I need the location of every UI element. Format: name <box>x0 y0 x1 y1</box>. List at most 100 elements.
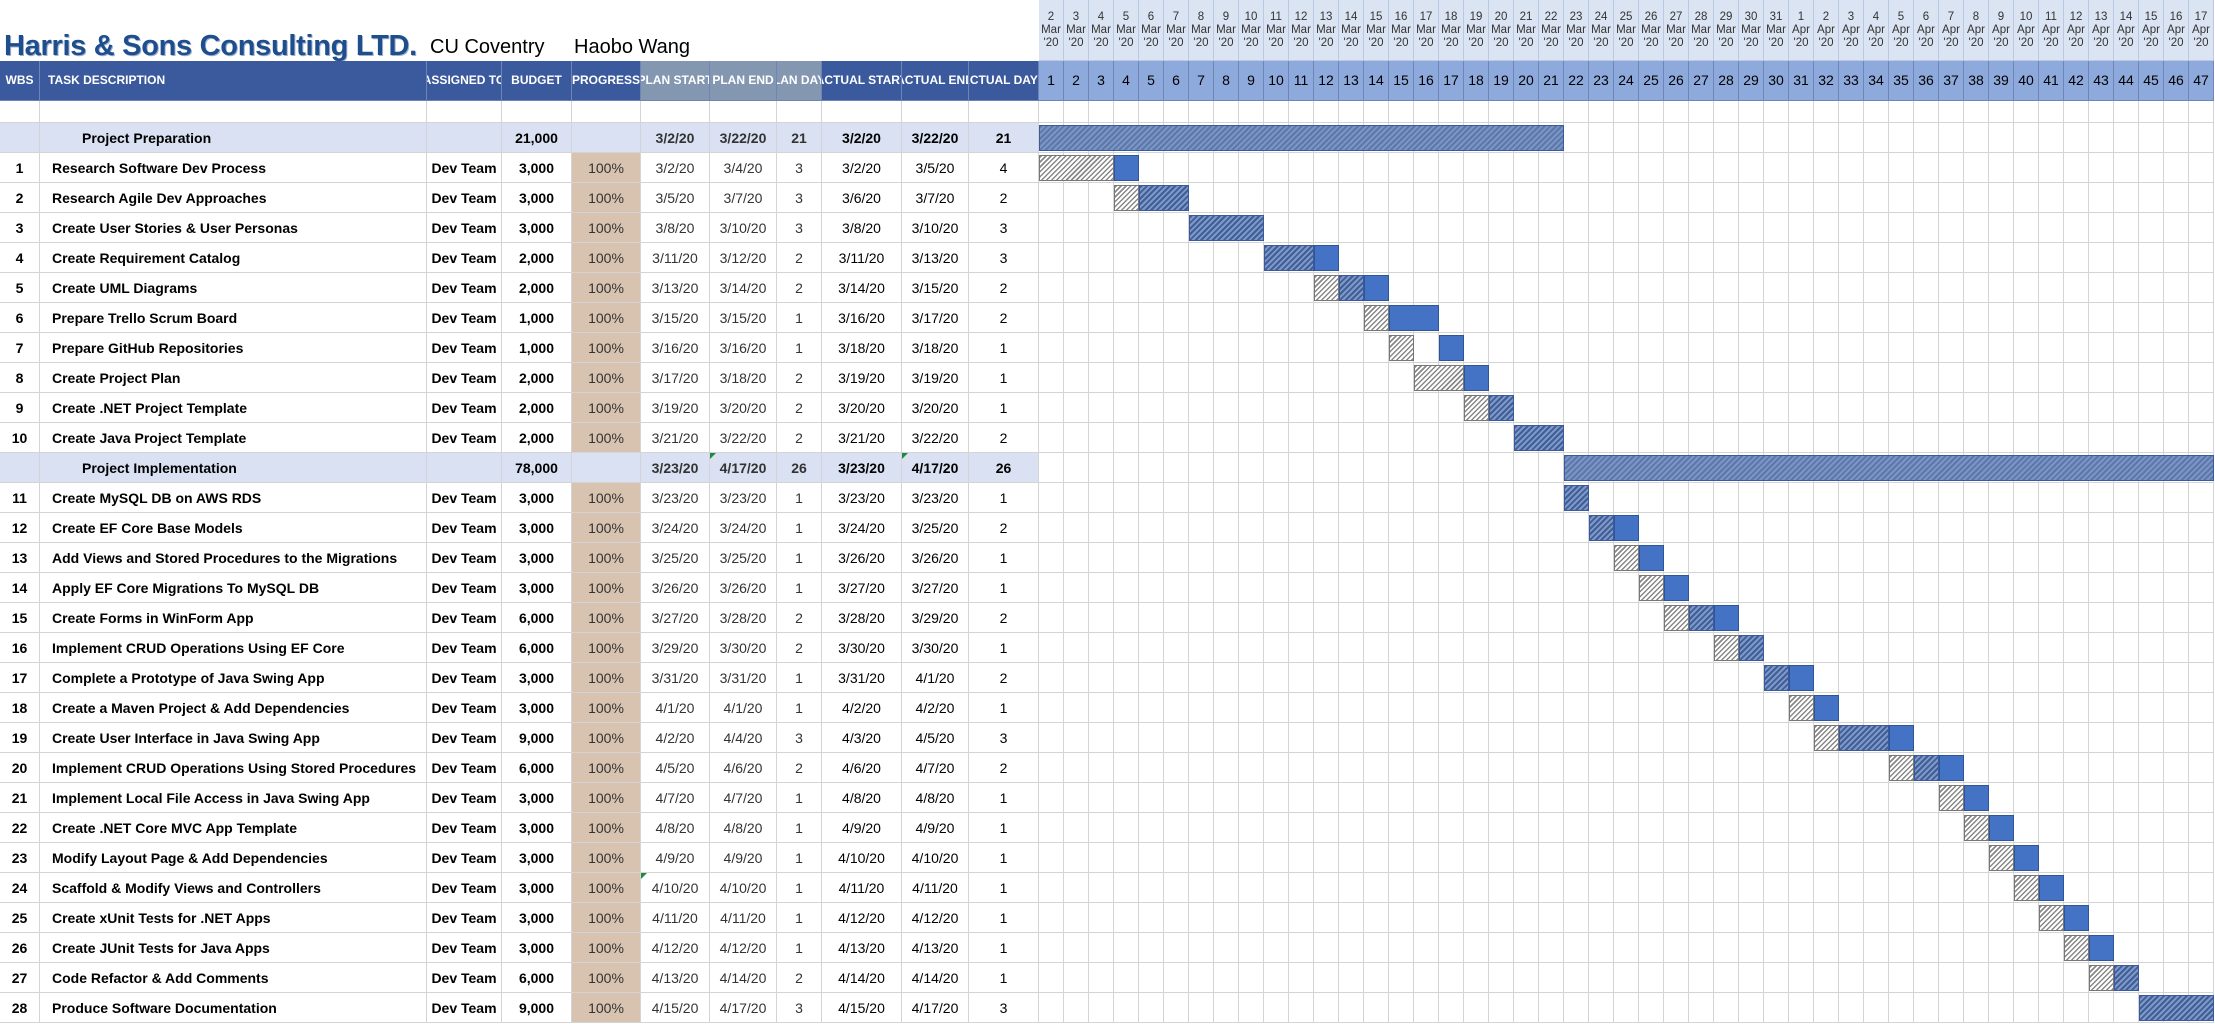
budget-cell[interactable]: 6,000 <box>502 963 572 993</box>
budget-cell[interactable]: 21,000 <box>502 123 572 153</box>
assigned-cell[interactable]: Dev Team <box>427 603 502 633</box>
plan-days-cell[interactable]: 3 <box>777 153 822 183</box>
assigned-cell[interactable]: Dev Team <box>427 813 502 843</box>
budget-cell[interactable]: 3,000 <box>502 933 572 963</box>
plan-days-cell[interactable]: 1 <box>777 933 822 963</box>
plan-days-cell[interactable]: 1 <box>777 303 822 333</box>
actual-start-cell[interactable]: 4/2/20 <box>822 693 902 723</box>
plan-start-cell[interactable]: 4/11/20 <box>641 903 710 933</box>
plan-end-cell[interactable]: 4/9/20 <box>710 843 777 873</box>
plan-days-cell[interactable]: 2 <box>777 393 822 423</box>
assigned-cell[interactable]: Dev Team <box>427 273 502 303</box>
actual-start-cell[interactable]: 3/23/20 <box>822 453 902 483</box>
plan-start-cell[interactable]: 4/12/20 <box>641 933 710 963</box>
assigned-cell[interactable]: Dev Team <box>427 303 502 333</box>
plan-start-cell[interactable]: 4/2/20 <box>641 723 710 753</box>
actual-end-cell[interactable]: 3/7/20 <box>902 183 969 213</box>
actual-days-cell[interactable]: 1 <box>969 933 1039 963</box>
actual-end-cell[interactable]: 3/23/20 <box>902 483 969 513</box>
progress-cell[interactable]: 100% <box>572 843 641 873</box>
actual-end-cell[interactable]: 4/14/20 <box>902 963 969 993</box>
actual-start-cell[interactable]: 4/12/20 <box>822 903 902 933</box>
assigned-cell[interactable] <box>427 123 502 153</box>
task-cell[interactable]: Code Refactor & Add Comments <box>40 963 427 993</box>
task-cell[interactable]: Implement Local File Access in Java Swin… <box>40 783 427 813</box>
assigned-cell[interactable]: Dev Team <box>427 903 502 933</box>
plan-start-cell[interactable]: 3/11/20 <box>641 243 710 273</box>
actual-start-cell[interactable]: 3/26/20 <box>822 543 902 573</box>
progress-cell[interactable]: 100% <box>572 423 641 453</box>
progress-cell[interactable]: 100% <box>572 603 641 633</box>
assigned-cell[interactable] <box>427 453 502 483</box>
plan-days-cell[interactable]: 2 <box>777 273 822 303</box>
plan-end-cell[interactable]: 4/7/20 <box>710 783 777 813</box>
actual-start-cell[interactable]: 3/11/20 <box>822 243 902 273</box>
plan-end-cell[interactable]: 3/23/20 <box>710 483 777 513</box>
plan-start-cell[interactable]: 4/1/20 <box>641 693 710 723</box>
plan-start-cell[interactable]: 3/15/20 <box>641 303 710 333</box>
plan-days-cell[interactable]: 1 <box>777 693 822 723</box>
actual-days-cell[interactable]: 3 <box>969 243 1039 273</box>
plan-days-cell[interactable]: 1 <box>777 573 822 603</box>
plan-days-cell[interactable]: 2 <box>777 603 822 633</box>
progress-cell[interactable]: 100% <box>572 873 641 903</box>
actual-start-cell[interactable]: 3/27/20 <box>822 573 902 603</box>
actual-start-cell[interactable]: 4/6/20 <box>822 753 902 783</box>
budget-cell[interactable]: 2,000 <box>502 243 572 273</box>
plan-start-cell[interactable]: 3/27/20 <box>641 603 710 633</box>
plan-end-cell[interactable]: 3/7/20 <box>710 183 777 213</box>
plan-end-cell[interactable]: 3/12/20 <box>710 243 777 273</box>
plan-end-cell[interactable]: 4/6/20 <box>710 753 777 783</box>
progress-cell[interactable]: 100% <box>572 183 641 213</box>
plan-start-cell[interactable]: 3/8/20 <box>641 213 710 243</box>
plan-start-cell[interactable]: 3/5/20 <box>641 183 710 213</box>
task-cell[interactable]: Create Java Project Template <box>40 423 427 453</box>
plan-end-cell[interactable]: 3/24/20 <box>710 513 777 543</box>
actual-days-cell[interactable]: 1 <box>969 783 1039 813</box>
progress-cell[interactable]: 100% <box>572 783 641 813</box>
progress-cell[interactable] <box>572 453 641 483</box>
assigned-cell[interactable]: Dev Team <box>427 693 502 723</box>
actual-end-cell[interactable]: 3/17/20 <box>902 303 969 333</box>
budget-cell[interactable]: 3,000 <box>502 543 572 573</box>
progress-cell[interactable]: 100% <box>572 303 641 333</box>
actual-start-cell[interactable]: 3/23/20 <box>822 483 902 513</box>
actual-start-cell[interactable]: 3/8/20 <box>822 213 902 243</box>
assigned-cell[interactable]: Dev Team <box>427 933 502 963</box>
plan-days-cell[interactable]: 1 <box>777 843 822 873</box>
actual-days-cell[interactable]: 3 <box>969 213 1039 243</box>
actual-start-cell[interactable]: 3/6/20 <box>822 183 902 213</box>
actual-end-cell[interactable]: 4/11/20 <box>902 873 969 903</box>
assigned-cell[interactable]: Dev Team <box>427 513 502 543</box>
plan-days-cell[interactable]: 2 <box>777 633 822 663</box>
assigned-cell[interactable]: Dev Team <box>427 243 502 273</box>
plan-start-cell[interactable]: 4/13/20 <box>641 963 710 993</box>
budget-cell[interactable]: 3,000 <box>502 153 572 183</box>
task-cell[interactable]: Create Project Plan <box>40 363 427 393</box>
progress-cell[interactable]: 100% <box>572 393 641 423</box>
plan-days-cell[interactable]: 1 <box>777 513 822 543</box>
actual-days-cell[interactable]: 2 <box>969 663 1039 693</box>
actual-end-cell[interactable]: 3/27/20 <box>902 573 969 603</box>
task-cell[interactable]: Create User Interface in Java Swing App <box>40 723 427 753</box>
progress-cell[interactable]: 100% <box>572 243 641 273</box>
budget-cell[interactable]: 1,000 <box>502 333 572 363</box>
progress-cell[interactable]: 100% <box>572 693 641 723</box>
budget-cell[interactable]: 3,000 <box>502 483 572 513</box>
plan-days-cell[interactable]: 2 <box>777 963 822 993</box>
actual-days-cell[interactable]: 21 <box>969 123 1039 153</box>
budget-cell[interactable]: 2,000 <box>502 273 572 303</box>
assigned-cell[interactable]: Dev Team <box>427 183 502 213</box>
progress-cell[interactable]: 100% <box>572 273 641 303</box>
plan-end-cell[interactable]: 4/17/20 <box>710 453 777 483</box>
progress-cell[interactable]: 100% <box>572 543 641 573</box>
assigned-cell[interactable]: Dev Team <box>427 483 502 513</box>
plan-start-cell[interactable]: 3/17/20 <box>641 363 710 393</box>
plan-end-cell[interactable]: 3/28/20 <box>710 603 777 633</box>
actual-end-cell[interactable]: 3/13/20 <box>902 243 969 273</box>
task-cell[interactable]: Create a Maven Project & Add Dependencie… <box>40 693 427 723</box>
plan-end-cell[interactable]: 3/18/20 <box>710 363 777 393</box>
actual-start-cell[interactable]: 4/11/20 <box>822 873 902 903</box>
task-cell[interactable]: Produce Software Documentation <box>40 993 427 1023</box>
actual-end-cell[interactable]: 4/10/20 <box>902 843 969 873</box>
